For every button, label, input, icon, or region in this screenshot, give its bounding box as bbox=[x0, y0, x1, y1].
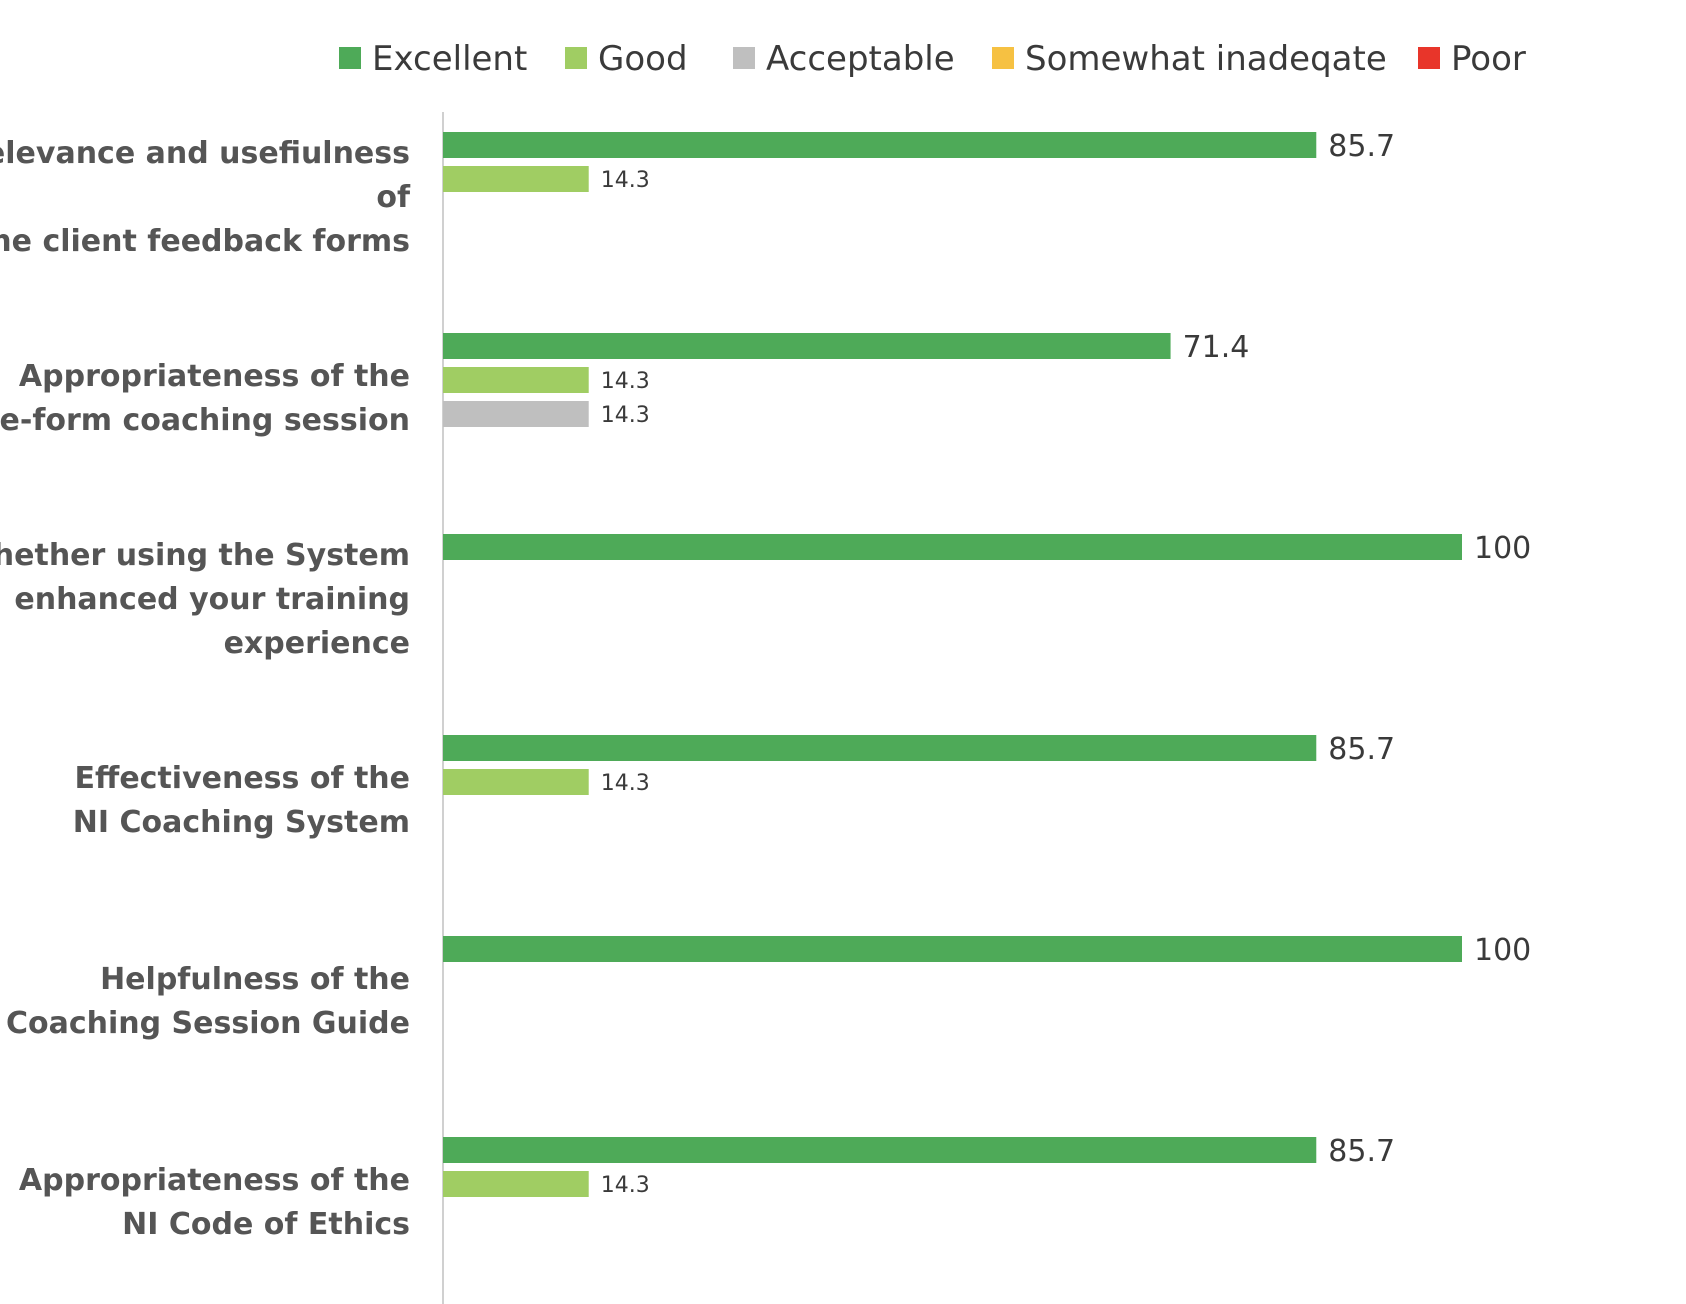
category-label-line: Effectiveness of the bbox=[75, 761, 410, 796]
legend-label-good: Good bbox=[598, 39, 688, 79]
bar-excellent-6 bbox=[443, 1137, 1317, 1163]
data-label-excellent-2: 71.4 bbox=[1183, 330, 1250, 365]
bar-good-6 bbox=[443, 1171, 589, 1197]
bar-excellent-3 bbox=[443, 534, 1462, 560]
legend-swatch-poor bbox=[1418, 47, 1440, 69]
legend-swatch-acceptable bbox=[733, 47, 755, 69]
data-label-excellent-1: 85.7 bbox=[1328, 129, 1395, 164]
category-label-2: Appropriateness of the free-form coaching… bbox=[0, 359, 410, 438]
legend-swatch-excellent bbox=[339, 47, 361, 69]
legend-label-somewhat-inadeqate: Somewhat inadeqate bbox=[1025, 39, 1387, 79]
category-label-1: Relevance and usefiulness of the client fe… bbox=[0, 136, 411, 259]
category-label-line: of bbox=[376, 180, 411, 215]
category-label-line: experience bbox=[224, 626, 410, 661]
bars bbox=[443, 132, 1462, 1197]
data-label-good-4: 14.3 bbox=[601, 771, 650, 796]
category-label-line: Whether using the System bbox=[0, 538, 410, 573]
legend: Excellent Good Acceptable Somewhat inadeqat… bbox=[339, 39, 1526, 79]
bar-excellent-2 bbox=[443, 333, 1171, 359]
bar-excellent-4 bbox=[443, 735, 1317, 761]
data-label-good-1: 14.3 bbox=[601, 168, 650, 193]
category-label-line: free-form coaching session bbox=[0, 403, 410, 438]
data-label-excellent-4: 85.7 bbox=[1328, 732, 1395, 767]
bar-excellent-1 bbox=[443, 132, 1317, 158]
category-label-4: Effectiveness of the NI Coaching System bbox=[73, 761, 410, 840]
data-label-acceptable-2: 14.3 bbox=[601, 403, 650, 428]
category-label-line: NI Coaching System bbox=[73, 805, 410, 840]
category-label-line: enhanced your training bbox=[14, 582, 410, 617]
legend-label-poor: Poor bbox=[1451, 39, 1526, 79]
legend-label-excellent: Excellent bbox=[372, 39, 527, 79]
data-label-excellent-6: 85.7 bbox=[1328, 1134, 1395, 1169]
category-labels: Relevance and usefiulness of the client fe… bbox=[0, 136, 411, 1242]
data-label-good-6: 14.3 bbox=[601, 1173, 650, 1198]
category-label-6: Appropriateness of the NI Code of Ethics bbox=[19, 1163, 410, 1242]
category-label-line: NI Code of Ethics bbox=[122, 1207, 410, 1242]
category-label-line: Coaching Session Guide bbox=[6, 1006, 410, 1041]
category-label-line: Appropriateness of the bbox=[19, 359, 410, 394]
category-label-line: Relevance and usefiulness bbox=[0, 136, 410, 171]
value-labels: 85.7 14.3 71.4 14.3 14.3 100 85.7 14.3 100 85.7 14… bbox=[601, 129, 1532, 1198]
bar-good-2 bbox=[443, 367, 589, 393]
category-label-3: Whether using the System enhanced your tr… bbox=[0, 538, 410, 661]
bar-acceptable-2 bbox=[443, 401, 589, 427]
legend-swatch-somewhat-inadeqate bbox=[992, 47, 1014, 69]
data-label-excellent-3: 100 bbox=[1474, 531, 1531, 566]
bar-excellent-5 bbox=[443, 936, 1462, 962]
category-label-line: the client feedback forms bbox=[0, 224, 410, 259]
category-label-line: Helpfulness of the bbox=[100, 962, 410, 997]
bar-good-1 bbox=[443, 166, 589, 192]
legend-swatch-good bbox=[565, 47, 587, 69]
category-label-line: Appropriateness of the bbox=[19, 1163, 410, 1198]
data-label-good-2: 14.3 bbox=[601, 369, 650, 394]
legend-label-acceptable: Acceptable bbox=[766, 39, 955, 79]
category-label-5: Helpfulness of the Coaching Session Guide bbox=[6, 962, 410, 1041]
bar-good-4 bbox=[443, 769, 589, 795]
data-label-excellent-5: 100 bbox=[1474, 933, 1531, 968]
